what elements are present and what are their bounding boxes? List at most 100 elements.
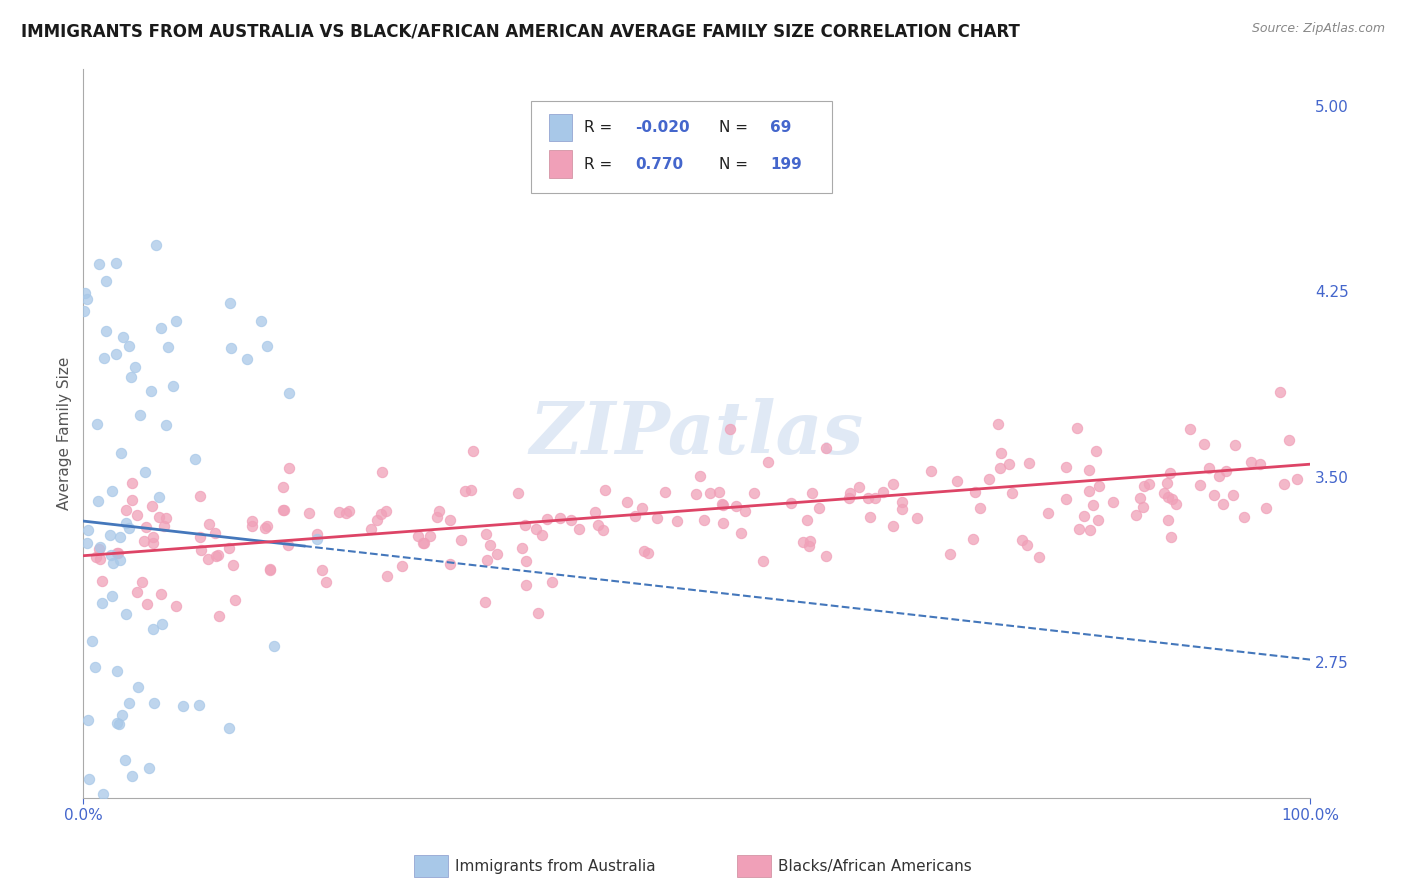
Point	[631, 500, 654, 515]
Point	[426, 509, 449, 524]
Point	[1204, 488, 1226, 502]
Point	[792, 535, 814, 549]
Point	[633, 544, 655, 558]
Point	[93, 351, 115, 365]
Point	[1225, 438, 1247, 452]
Point	[963, 484, 986, 499]
Point	[240, 514, 263, 528]
Point	[89, 551, 111, 566]
Point	[114, 607, 136, 622]
Point	[236, 351, 259, 366]
Point	[110, 446, 132, 460]
Point	[222, 558, 245, 572]
Point	[730, 526, 752, 541]
Point	[713, 516, 735, 531]
Point	[77, 714, 100, 728]
Point	[863, 491, 886, 506]
Point	[711, 497, 734, 511]
Point	[990, 446, 1012, 460]
Point	[188, 698, 211, 712]
Point	[623, 508, 645, 523]
Point	[337, 504, 360, 518]
Point	[101, 556, 124, 570]
Text: ZIPatlas: ZIPatlas	[530, 398, 863, 469]
Point	[112, 329, 135, 343]
Point	[150, 587, 173, 601]
Text: 199: 199	[770, 157, 801, 171]
Point	[155, 511, 177, 525]
Point	[207, 609, 229, 624]
Text: Immigrants from Australia: Immigrants from Australia	[456, 859, 655, 873]
Point	[142, 622, 165, 636]
Point	[219, 341, 242, 355]
Point	[1133, 479, 1156, 493]
Point	[256, 339, 278, 353]
Point	[1067, 522, 1090, 536]
Point	[654, 484, 676, 499]
Point	[198, 516, 221, 531]
Point	[1077, 483, 1099, 498]
Text: Blacks/African Americans: Blacks/African Americans	[779, 859, 972, 873]
Point	[127, 585, 149, 599]
Point	[366, 513, 388, 527]
Point	[645, 511, 668, 525]
Point	[1212, 497, 1234, 511]
Point	[121, 493, 143, 508]
Point	[1160, 530, 1182, 544]
Point	[73, 286, 96, 301]
Point	[115, 516, 138, 530]
Point	[138, 761, 160, 775]
Point	[427, 504, 450, 518]
Point	[153, 519, 176, 533]
Point	[118, 696, 141, 710]
Point	[718, 422, 741, 436]
Point	[1160, 492, 1182, 507]
Point	[1088, 478, 1111, 492]
Point	[1285, 472, 1308, 486]
Point	[693, 513, 716, 527]
Point	[1132, 500, 1154, 514]
Point	[524, 522, 547, 536]
Point	[711, 498, 734, 512]
Point	[157, 340, 180, 354]
Point	[335, 506, 357, 520]
Point	[89, 542, 111, 557]
Point	[259, 562, 281, 576]
Point	[205, 549, 228, 564]
Point	[77, 772, 100, 786]
Point	[89, 257, 111, 271]
Point	[197, 552, 219, 566]
Point	[560, 513, 582, 527]
Point	[475, 553, 498, 567]
Point	[273, 503, 295, 517]
Point	[96, 325, 118, 339]
Point	[413, 535, 436, 549]
Point	[1087, 513, 1109, 527]
Point	[298, 506, 321, 520]
Point	[1000, 486, 1022, 500]
Point	[219, 296, 242, 310]
Point	[84, 549, 107, 564]
Point	[1125, 508, 1147, 522]
Point	[406, 529, 429, 543]
Point	[592, 523, 614, 537]
Point	[838, 491, 860, 505]
Text: N =: N =	[718, 157, 748, 171]
Point	[371, 466, 394, 480]
Point	[87, 494, 110, 508]
Point	[799, 533, 821, 548]
Point	[962, 533, 984, 547]
Point	[987, 417, 1010, 432]
Point	[1036, 506, 1059, 520]
Point	[305, 527, 328, 541]
Point	[1101, 495, 1123, 509]
Point	[76, 536, 98, 550]
Point	[98, 528, 121, 542]
Point	[148, 490, 170, 504]
Point	[139, 384, 162, 399]
Point	[998, 458, 1021, 472]
Point	[988, 461, 1011, 475]
Point	[172, 698, 194, 713]
Point	[250, 314, 273, 328]
Point	[474, 527, 496, 541]
